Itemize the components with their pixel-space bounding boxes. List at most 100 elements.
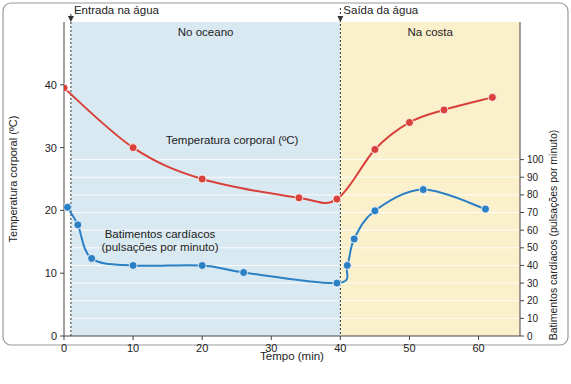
marker: [64, 203, 71, 211]
y2-axis: [520, 22, 521, 336]
y-tick: [60, 147, 64, 148]
marker: [481, 205, 489, 213]
grid-line: [64, 300, 520, 301]
marker: [88, 254, 96, 262]
annotation-text: Entrada na água: [74, 4, 160, 16]
y2-tick: [520, 212, 524, 213]
grid: [64, 160, 520, 319]
y2-tick-label: 50: [527, 242, 539, 253]
y2-tick-label: 10: [527, 313, 539, 324]
y2-tick: [520, 300, 524, 301]
series-line: [64, 88, 492, 203]
y-axis: [64, 22, 65, 336]
y2-tick-label: 80: [527, 189, 539, 200]
annotation-arrow: [68, 16, 74, 22]
y-tick-label: 30: [45, 142, 57, 154]
region: [71, 22, 340, 336]
annotation-text: Saída da água: [343, 4, 418, 16]
y-tick: [60, 210, 64, 211]
grid-line: [64, 177, 520, 178]
y2-tick-label: 60: [527, 225, 539, 236]
marker: [419, 186, 427, 194]
y2-axis-title: Batimentos cardíacos (pulsações por minu…: [547, 130, 559, 341]
y2-tick: [520, 177, 524, 178]
marker: [488, 93, 496, 101]
y2-tick: [520, 318, 524, 319]
annotation-line: [70, 14, 71, 336]
y2-tick: [520, 159, 524, 160]
y2-tick: [520, 247, 524, 248]
marker: [333, 195, 341, 203]
grid-line: [64, 318, 520, 319]
chart: No oceano Na costa Entrada na água Saída da…: [0, 0, 571, 384]
axes: 0102030400102030405060708090100010203040…: [45, 22, 544, 354]
y2-tick: [520, 283, 524, 284]
x-tick-label: 50: [403, 342, 415, 354]
marker: [129, 261, 137, 269]
x-tick: [133, 336, 134, 340]
y-tick: [60, 273, 64, 274]
marker: [129, 144, 137, 152]
y2-tick: [520, 265, 524, 266]
x-tick: [409, 336, 410, 340]
x-tick: [64, 336, 65, 340]
grid-line: [64, 212, 520, 213]
marker: [371, 145, 379, 153]
annotation-arrow: [337, 16, 343, 22]
x-tick: [478, 336, 479, 340]
annotation-line: [340, 8, 341, 336]
y2-tick-label: 30: [527, 278, 539, 289]
marker: [333, 279, 341, 287]
series-label-line: Batimentos cardíacos: [105, 228, 216, 240]
y2-tick-label: 70: [527, 207, 539, 218]
x-tick-label: 10: [127, 342, 139, 354]
marker: [64, 84, 68, 92]
data: [64, 84, 496, 287]
grid-line: [64, 283, 520, 284]
y2-tick: [520, 336, 524, 337]
marker: [198, 175, 206, 183]
x-tick: [202, 336, 203, 340]
x-tick: [271, 336, 272, 340]
regions: [71, 22, 520, 336]
series-label: Temperatura corporal (ºC): [166, 134, 299, 146]
y2-tick-label: 0: [527, 331, 533, 342]
y-axis-title: Temperatura corporal (ºC): [7, 116, 19, 243]
y2-tick: [520, 194, 524, 195]
marker: [240, 268, 248, 276]
y2-tick: [520, 230, 524, 231]
y-tick-label: 0: [51, 330, 57, 342]
marker: [440, 106, 448, 114]
region: [340, 22, 520, 336]
x-tick-label: 20: [196, 342, 208, 354]
y2-tick-label: 90: [527, 172, 539, 183]
marker: [405, 118, 413, 126]
y2-tick-label: 100: [527, 154, 544, 165]
y-tick-label: 20: [45, 204, 57, 216]
series-label-line: (pulsações por minuto): [102, 241, 219, 253]
y-tick: [60, 84, 64, 85]
x-tick: [340, 336, 341, 340]
x-axis: [64, 336, 520, 337]
marker: [371, 207, 379, 215]
region-label: No oceano: [178, 26, 234, 38]
marker: [295, 194, 303, 202]
x-tick-label: 40: [334, 342, 346, 354]
marker: [350, 235, 358, 243]
marker: [343, 261, 351, 269]
frame: [3, 3, 568, 345]
series-label: Batimentos cardíacos(pulsações por minut…: [102, 228, 219, 253]
y2-tick-label: 20: [527, 295, 539, 306]
region-label: Na costa: [407, 26, 453, 38]
y-tick-label: 10: [45, 267, 57, 279]
marker: [198, 261, 206, 269]
x-axis-title: Tempo (min): [260, 350, 324, 362]
y2-tick-label: 40: [527, 260, 539, 271]
series-line: [67, 190, 485, 284]
x-tick-label: 0: [61, 342, 67, 354]
grid-line: [64, 159, 520, 160]
marker: [74, 221, 82, 229]
y-tick: [60, 336, 64, 337]
x-tick-label: 60: [472, 342, 484, 354]
y-tick-label: 40: [45, 79, 57, 91]
